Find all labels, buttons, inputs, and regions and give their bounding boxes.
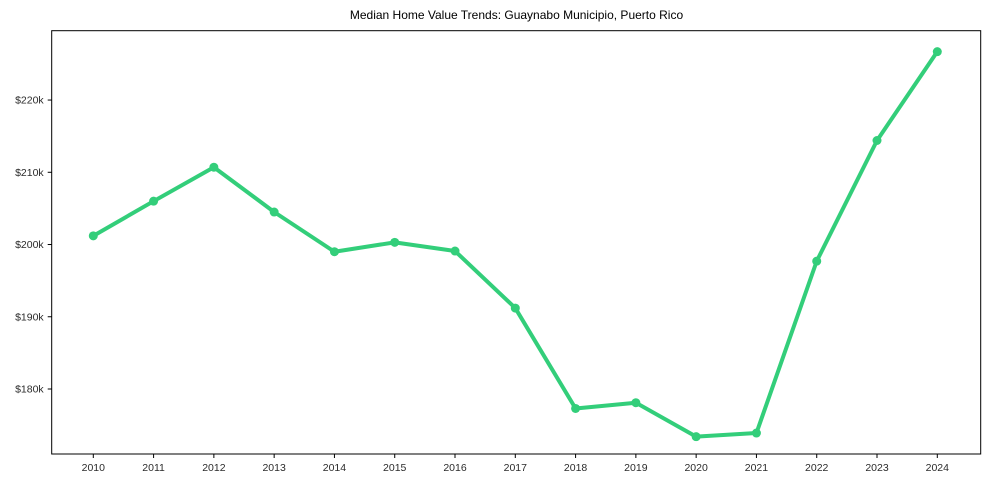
x-tick-label: 2019 <box>624 462 648 474</box>
x-tick-label: 2022 <box>805 462 829 474</box>
y-tick-label: $180k <box>15 383 44 395</box>
x-tick-label: 2023 <box>865 462 889 474</box>
plot-border <box>51 30 982 455</box>
data-point <box>571 403 581 413</box>
data-point <box>149 196 159 206</box>
data-point <box>751 428 761 438</box>
data-point <box>88 231 98 241</box>
data-point <box>872 135 882 145</box>
x-tick-label: 2013 <box>262 462 286 474</box>
data-point <box>510 303 520 313</box>
x-tick-label: 2011 <box>142 462 165 474</box>
y-tick-label: $210k <box>15 167 44 179</box>
x-tick-label: 2014 <box>323 462 347 474</box>
x-tick-label: 2016 <box>443 462 467 474</box>
x-tick-label: 2012 <box>202 462 226 474</box>
data-point <box>209 162 219 172</box>
data-point <box>631 398 641 408</box>
chart-title: Median Home Value Trends: Guaynabo Munic… <box>349 8 684 22</box>
y-tick-label: $190k <box>15 311 44 323</box>
x-tick-label: 2010 <box>82 462 106 474</box>
data-point <box>812 256 822 266</box>
x-tick-label: 2018 <box>564 462 588 474</box>
data-point <box>932 47 942 57</box>
y-tick-label: $220k <box>15 95 44 107</box>
data-point <box>450 246 460 256</box>
x-tick-label: 2020 <box>684 462 708 474</box>
trend-line <box>91 49 940 439</box>
x-tick-label: 2015 <box>383 462 407 474</box>
data-point <box>269 207 279 217</box>
data-point <box>691 432 701 442</box>
data-point <box>329 247 339 257</box>
data-point <box>390 237 400 247</box>
y-tick-label: $200k <box>15 239 44 251</box>
x-tick-label: 2021 <box>745 462 769 474</box>
x-tick-label: 2017 <box>504 462 528 474</box>
x-tick-label: 2024 <box>926 462 950 474</box>
